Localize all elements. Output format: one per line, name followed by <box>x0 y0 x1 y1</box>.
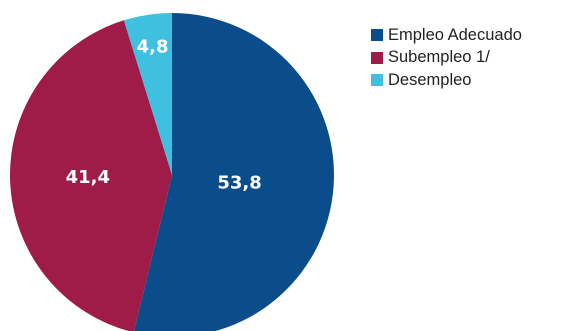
legend-swatch <box>371 29 383 42</box>
legend-label: Empleo Adecuado <box>388 25 522 44</box>
legend-label: Desempleo <box>388 70 472 89</box>
pie-slice-desempleo <box>123 13 172 175</box>
legend-item-empleo-adecuado: Empleo Adecuado <box>371 24 522 47</box>
legend-label: Subempleo 1/ <box>388 48 490 67</box>
slice-value-label-desempleo: 4,8 <box>137 36 169 57</box>
slice-value-label-empleo-adecuado: 53,8 <box>217 173 261 194</box>
legend-item-desempleo: Desempleo <box>371 69 522 92</box>
chart-legend: Empleo Adecuado Subempleo 1/ Desempleo <box>371 24 522 92</box>
legend-swatch <box>371 51 383 64</box>
pie-slice-empleo-adecuado <box>134 13 334 331</box>
legend-item-subempleo: Subempleo 1/ <box>371 47 522 70</box>
slice-value-label-subempleo-1: 41,4 <box>66 167 110 188</box>
legend-swatch <box>371 74 383 87</box>
pie-slice-subempleo-1 <box>10 20 172 331</box>
